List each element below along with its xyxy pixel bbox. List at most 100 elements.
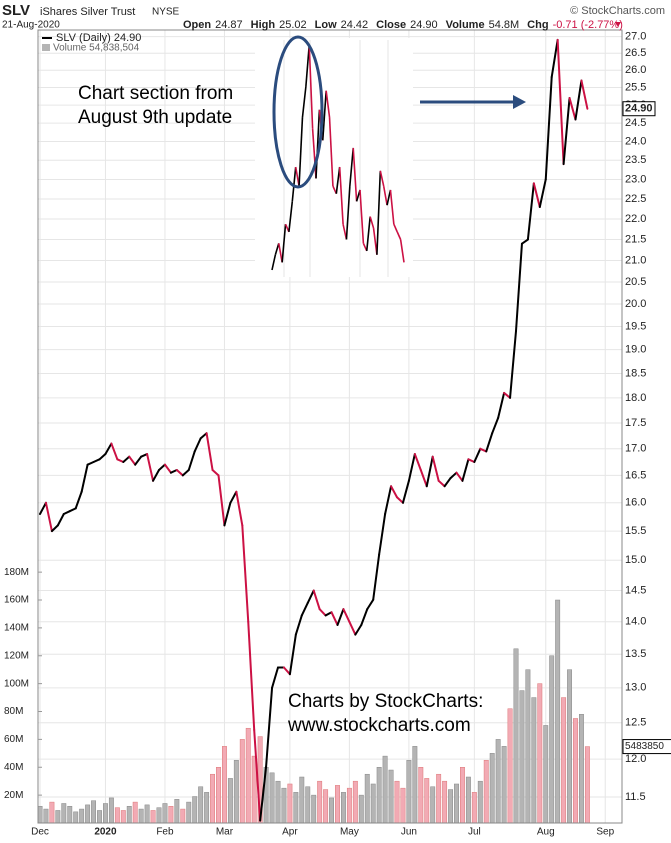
price-segment <box>146 453 155 482</box>
quote-value: 25.02 <box>279 19 307 31</box>
volume-bar <box>567 669 572 824</box>
volume-bar <box>584 746 590 824</box>
price-segment <box>509 330 517 399</box>
volume-bar <box>222 746 227 824</box>
volume-bar <box>85 804 91 824</box>
x-tick-label: 2020 <box>94 827 117 838</box>
price-segment <box>532 182 541 208</box>
x-tick-label: Aug <box>537 827 555 838</box>
legend-label: SLV (Daily) 24.90 <box>56 32 141 44</box>
price-segment <box>455 471 464 482</box>
inset-segment <box>301 86 307 118</box>
y-tick-label: 24.5 <box>625 117 646 129</box>
y2-tick-label: 80M <box>4 706 23 717</box>
y-tick-label: 14.5 <box>625 584 646 596</box>
y-tick-label: 22.5 <box>625 193 646 205</box>
price-segment <box>116 458 125 463</box>
price-segment <box>401 479 410 504</box>
annotation: Chart section from <box>78 83 233 104</box>
price-segment <box>473 447 482 463</box>
y-tick-label: 21.0 <box>625 254 646 266</box>
volume-bar <box>430 786 436 824</box>
quote-value: 54.8M <box>489 19 520 31</box>
inset-segment <box>389 189 395 225</box>
price-segment <box>479 447 488 453</box>
volume-bar <box>239 739 245 824</box>
volume-bar <box>406 760 412 824</box>
volume-bar <box>525 669 531 824</box>
y-tick-label: 22.0 <box>625 213 646 225</box>
security-name: iShares Silver Trust <box>40 6 135 18</box>
price-segment <box>199 432 208 440</box>
price-segment <box>407 453 416 482</box>
volume-bar <box>103 803 108 824</box>
y-tick-label: 15.0 <box>625 554 646 566</box>
quote-label: Low <box>315 19 337 31</box>
x-tick-label: Jul <box>468 827 481 838</box>
volume-bar <box>216 767 221 824</box>
volume-bar <box>43 808 49 824</box>
y-tick-label: 13.5 <box>625 648 646 660</box>
volume-bar <box>465 776 471 824</box>
volume-bar <box>346 787 352 824</box>
price-segment <box>235 490 244 527</box>
price-segment <box>330 611 339 626</box>
volume-bar <box>210 773 216 824</box>
y-tick-label: 14.0 <box>625 616 646 628</box>
x-tick-label: Feb <box>156 827 174 838</box>
price-segment <box>50 524 59 533</box>
y-tick-label: 16.5 <box>625 469 646 481</box>
price-tag: 24.90 <box>625 103 653 115</box>
price-segment <box>128 455 137 466</box>
price-segment <box>306 589 315 604</box>
volume-bar <box>174 799 180 824</box>
inset-segment <box>369 216 375 229</box>
y-tick-label: 19.5 <box>625 320 646 332</box>
inset-segment <box>311 128 317 179</box>
inset-segment <box>399 239 405 263</box>
volume-bar <box>513 648 519 824</box>
y-tick-label: 18.5 <box>625 367 646 379</box>
volume-bar <box>150 810 156 824</box>
quote-label: Chg <box>527 19 548 31</box>
price-segment <box>520 238 529 245</box>
y-tick-label: 23.0 <box>625 173 646 185</box>
volume-tag: 5483850 <box>625 741 664 752</box>
annotation: August 9th update <box>78 107 232 128</box>
price-segment <box>378 513 387 556</box>
price-segment <box>497 391 506 419</box>
volume-bar <box>388 769 394 824</box>
volume-bar <box>561 697 567 824</box>
price-segment <box>44 501 53 533</box>
volume-bar <box>192 796 198 824</box>
legend-swatch <box>42 44 50 51</box>
price-segment <box>271 666 279 689</box>
inset-segment <box>382 185 388 206</box>
price-segment <box>241 524 250 623</box>
volume-bar <box>281 787 287 824</box>
price-segment <box>259 765 268 822</box>
volume-bar <box>471 792 477 824</box>
volume-bar <box>579 714 584 824</box>
plot-frame <box>37 29 623 824</box>
volume-bar <box>79 808 85 824</box>
volume-bar <box>573 718 578 824</box>
y-tick-label: 21.5 <box>625 233 646 245</box>
inset-segment <box>288 201 294 232</box>
volume-bar <box>162 803 168 824</box>
price-segment <box>562 97 571 166</box>
price-segment <box>491 416 500 435</box>
price-segment <box>467 458 476 463</box>
price-segment <box>396 496 404 504</box>
volume-bar <box>49 801 55 824</box>
volume-bar <box>537 683 543 824</box>
volume-bar <box>358 794 364 824</box>
inset-segment <box>352 147 358 202</box>
volume-bar <box>370 783 376 824</box>
volume-bar <box>126 806 132 824</box>
volume-bar <box>180 808 186 824</box>
y2-tick-label: 180M <box>4 567 29 578</box>
symbol: SLV <box>2 2 30 19</box>
volume-bar <box>204 792 210 824</box>
y-tick-label: 12.5 <box>625 717 646 729</box>
